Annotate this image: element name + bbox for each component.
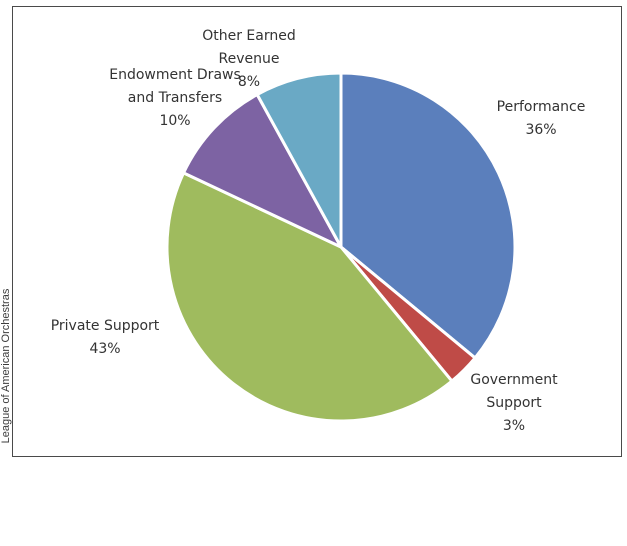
pie-labels: Performance 36% Government Support 3% Private… — [51, 28, 586, 434]
pie-slices — [165, 71, 517, 423]
source-credit: League of American Orchestras — [0, 288, 12, 444]
slice-label-private-support: Private Support 43% — [51, 318, 160, 357]
pie-slice-endowment-draws-and-transfers — [182, 93, 343, 249]
pie-slice-private-support — [165, 171, 454, 423]
chart-frame: Performance 36% Government Support 3% Private… — [12, 6, 622, 457]
slice-label-performance: Performance 36% — [497, 99, 586, 138]
pie-slice-performance — [339, 71, 517, 360]
pie-chart: Performance 36% Government Support 3% Private… — [51, 28, 586, 434]
pie-slice-other-earned-revenue — [255, 71, 343, 249]
slice-label-government-support: Government Support 3% — [470, 372, 558, 434]
slice-label-endowment-draws-and-transfers: Endowment Draws and Transfers 10% — [109, 67, 241, 129]
slice-label-other-earned-revenue: Other Earned Revenue 8% — [202, 28, 296, 90]
